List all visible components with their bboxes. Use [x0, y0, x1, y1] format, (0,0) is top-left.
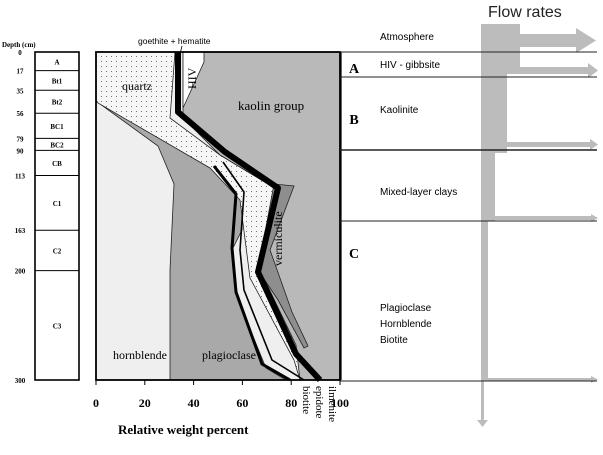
flow-trunk-upper: [481, 71, 507, 153]
plagioclase-label: plagioclase: [202, 348, 256, 362]
flow-branch-hiv: [507, 67, 589, 74]
flow-branch-kaolinite: [495, 142, 591, 147]
horizon-label-c2: C2: [53, 247, 62, 255]
zone-label-c: C: [349, 247, 359, 262]
hornblende-label: hornblende: [113, 348, 167, 362]
chart-frame: [95, 51, 341, 381]
flow-arrow-primary: [591, 376, 598, 383]
x-tick-100: 100: [331, 396, 349, 410]
hornblende-annotation: Hornblende: [380, 319, 432, 330]
depth-column: Depth (cm) 0 17 35 56 79 90 113 163 200 300 A Bt1 B…: [2, 41, 100, 385]
x-tick-20: 20: [139, 396, 151, 410]
x-tick-labels: 0 20 40 60 80 100: [93, 380, 349, 410]
epidote-label: epidote: [313, 386, 325, 418]
flow-trunk-middle: [481, 153, 495, 221]
atmosphere-label: Atmosphere: [380, 32, 434, 43]
depth-tick-9: 300: [15, 377, 26, 385]
horizon-labels: A Bt1 Bt2 BC1 BC2 CB C1 C2 C3: [50, 58, 64, 330]
biotite-label: biotite: [300, 386, 312, 414]
ilmenite-label: ilmenite: [326, 386, 338, 422]
zone-labels: A B C: [340, 52, 360, 380]
quartz-label: quartz: [122, 79, 152, 93]
horizon-label-a: A: [54, 58, 59, 66]
depth-axis-label: Depth (cm): [2, 41, 36, 49]
goethite-hematite-label: goethite + hematite: [138, 36, 211, 46]
flow-arrow-atmosphere: [576, 28, 596, 53]
biotite-annotation: Biotite: [380, 335, 408, 346]
horizon-label-bc1: BC1: [50, 123, 64, 131]
flow-trunk-bottom: [481, 381, 484, 421]
horizon-label-c3: C3: [53, 322, 62, 330]
depth-tick-6: 113: [15, 173, 26, 181]
kaolinite-label: Kaolinite: [380, 105, 419, 116]
goethite-pointer: [179, 45, 183, 55]
flow-branch-primary: [484, 378, 592, 381]
x-tick-40: 40: [188, 396, 200, 410]
hiv-label: HIV: [185, 67, 199, 89]
mixed-layer-label: Mixed-layer clays: [380, 187, 457, 198]
flow-arrow-mixed: [591, 214, 598, 222]
depth-tick-8: 200: [15, 268, 26, 276]
flow-trunk-lower: [481, 221, 488, 381]
vermiculite-label: vermiculite: [271, 211, 285, 266]
flow-branch-mixed: [488, 216, 592, 220]
depth-tick-1: 17: [17, 68, 25, 76]
goethite-hematite-band: [175, 52, 323, 383]
x-tick-0: 0: [93, 396, 99, 410]
kaolin-label: kaolin group: [238, 98, 304, 113]
x-axis-label: Relative weight percent: [118, 422, 249, 437]
flow-branch-atmosphere: [520, 34, 578, 47]
mineral-chart: quartz HIV goethite + hematite kaolin gr…: [93, 36, 349, 437]
hiv-gibbsite-label: HIV - gibbsite: [380, 60, 440, 71]
epidote-band: [222, 161, 305, 381]
depth-tick-labels: 0 17 35 56 79 90 113 163 200 300: [15, 49, 26, 385]
horizon-label-bt1: Bt1: [52, 77, 63, 85]
flow-down-arrow: [477, 420, 488, 427]
flow-rates-title: Flow rates: [488, 4, 562, 21]
horizon-label-bt2: Bt2: [52, 99, 63, 107]
biotite-band: [212, 165, 291, 382]
horizon-box: [34, 51, 80, 381]
flow-arrow-kaolinite: [590, 139, 598, 150]
plagioclase-annotation: Plagioclase: [380, 303, 432, 314]
depth-tick-2: 35: [17, 87, 25, 95]
horizon-label-c1: C1: [53, 200, 62, 208]
x-tick-80: 80: [285, 396, 297, 410]
flow-arrow-hiv: [588, 63, 598, 78]
zone-label-a: A: [349, 62, 360, 77]
depth-tick-5: 90: [17, 147, 25, 155]
flow-trunk-top: [481, 24, 520, 71]
depth-tick-0: 0: [18, 49, 22, 57]
horizon-label-bc2: BC2: [50, 141, 64, 149]
depth-tick-7: 163: [15, 227, 26, 235]
depth-tick-4: 79: [17, 135, 25, 143]
x-tick-60: 60: [236, 396, 248, 410]
zone-label-b: B: [349, 113, 358, 128]
horizon-label-cb: CB: [52, 160, 62, 168]
depth-tick-3: 56: [17, 110, 25, 118]
flow-panel: Flow rates Atmosphere HIV - gibbsite Kao…: [340, 4, 598, 427]
